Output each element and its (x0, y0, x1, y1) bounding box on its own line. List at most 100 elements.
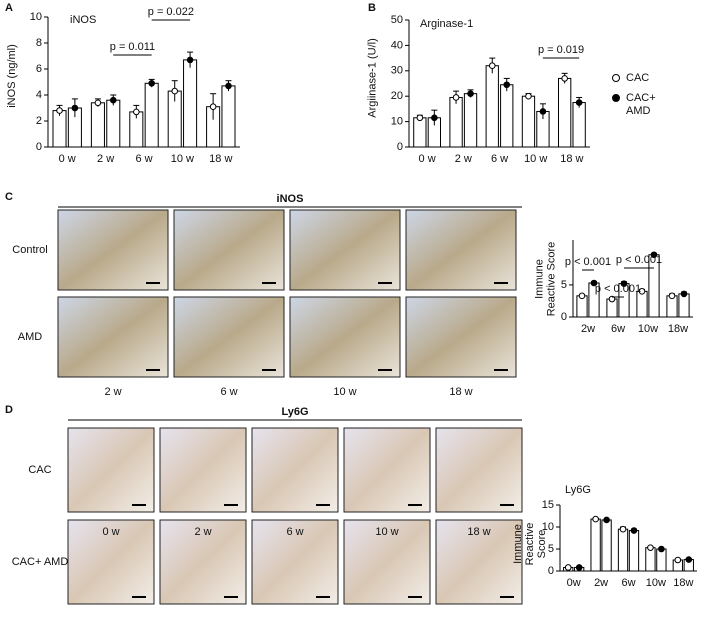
p-value: p = 0.011 (110, 41, 155, 53)
point (630, 527, 638, 534)
y-tick-label: 4 (36, 89, 42, 101)
point (575, 564, 583, 571)
point (416, 114, 424, 122)
bar (617, 528, 629, 572)
column-label: 10 w (375, 526, 398, 538)
x-tick-label: 2w (581, 323, 595, 335)
p-value: p < 0.001 (565, 256, 611, 268)
micrograph (405, 209, 517, 291)
legend-label: CAC+ AMD (626, 92, 656, 117)
legend-marker (612, 94, 620, 102)
bar (144, 82, 159, 148)
y-tick-label: 15 (542, 499, 554, 511)
bar (485, 65, 499, 148)
y-tick-label: 50 (391, 14, 403, 26)
chart-title: Arginase-1 (420, 18, 473, 30)
y-tick-label: 0 (36, 141, 42, 153)
column-label: 6 w (286, 526, 303, 538)
micrograph (251, 519, 339, 605)
y-axis-label: iNOS (ng/ml) (6, 44, 18, 108)
bar (590, 518, 601, 572)
row-label: Control (12, 244, 47, 256)
y-tick-label: 2 (36, 115, 42, 127)
column-label: 6 w (220, 386, 237, 398)
panel-header: iNOS (277, 193, 304, 205)
y-axis-label: Immune Reactive Score (533, 241, 557, 316)
y-tick-label: 0 (397, 141, 403, 153)
chart-title: iNOS (70, 14, 96, 26)
micrograph (435, 519, 523, 605)
y-tick-label: 10 (30, 11, 42, 23)
y-tick-label: 0 (561, 311, 567, 323)
point (467, 90, 474, 97)
point (171, 87, 179, 95)
chart-title: Ly6G (565, 484, 591, 496)
panel-label: B (368, 2, 376, 14)
column-label: 2 w (104, 386, 121, 398)
bar (628, 530, 640, 572)
p-value: p = 0.019 (538, 44, 584, 56)
x-tick-label: 10w (638, 323, 658, 335)
micrograph (57, 209, 169, 291)
bar (106, 99, 121, 148)
micrograph (405, 296, 517, 378)
y-tick-label: 8 (36, 37, 42, 49)
micrograph (343, 427, 431, 513)
bar (636, 290, 648, 318)
point (578, 292, 586, 300)
bar (449, 96, 463, 148)
point (603, 516, 610, 524)
point (71, 104, 79, 112)
column-label: 18 w (467, 526, 490, 538)
bar (558, 77, 572, 148)
x-tick-label: 10 w (171, 153, 194, 165)
x-tick-label: 0w (567, 577, 581, 589)
y-axis-label: Immune Reactive Score (512, 522, 548, 566)
point (680, 290, 688, 298)
point (658, 545, 665, 553)
x-tick-label: 10 w (524, 153, 547, 165)
micrograph (57, 296, 169, 378)
point (431, 114, 438, 122)
micrograph (251, 427, 339, 513)
bar (500, 84, 514, 148)
point (575, 99, 583, 106)
x-tick-label: 6 w (135, 153, 152, 165)
x-tick-label: 18w (673, 577, 693, 589)
micrograph (67, 519, 155, 605)
row-label: AMD (18, 331, 43, 343)
point (148, 80, 155, 87)
point (503, 81, 511, 89)
point (638, 288, 646, 295)
panel-header: Ly6G (281, 406, 308, 418)
legend-marker (612, 74, 620, 82)
column-label: 0 w (102, 526, 119, 538)
bar (678, 293, 690, 318)
bar (572, 102, 586, 148)
point (564, 564, 572, 571)
y-tick-label: 20 (391, 90, 403, 102)
bar (601, 519, 612, 572)
point (685, 556, 693, 563)
x-tick-label: 6 w (491, 153, 508, 165)
micrograph (435, 427, 523, 513)
x-tick-label: 6w (621, 577, 635, 589)
point (608, 295, 616, 303)
legend-label: CAC (626, 72, 650, 84)
point (56, 107, 63, 114)
column-label: 10 w (333, 386, 356, 398)
micrograph (159, 519, 247, 605)
x-tick-label: 18 w (560, 153, 583, 165)
point (590, 279, 598, 287)
x-tick-label: 2w (594, 577, 608, 589)
x-tick-label: 18 w (209, 153, 232, 165)
y-tick-label: 10 (542, 521, 554, 533)
x-tick-label: 10w (646, 577, 666, 589)
p-value: p < 0.001 (595, 283, 641, 295)
bar (90, 102, 105, 148)
y-tick-label: 5 (561, 279, 567, 291)
p-value: p < 0.001 (616, 254, 662, 266)
y-tick-label: 5 (548, 543, 554, 555)
panel-label: D (5, 404, 13, 416)
